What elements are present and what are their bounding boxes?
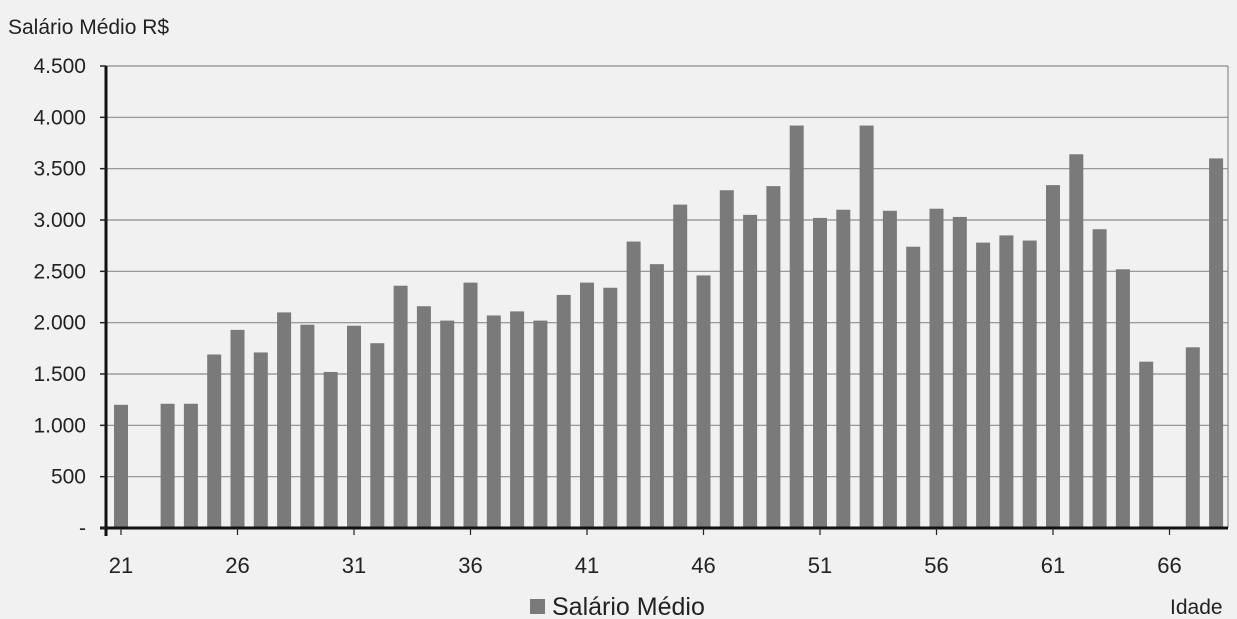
bar-age-41: [580, 282, 594, 528]
x-tick-label: 31: [342, 553, 366, 578]
axes: [100, 66, 1228, 536]
bar-age-27: [253, 352, 268, 528]
y-tick-label: 1.000: [33, 414, 86, 437]
bar-age-24: [183, 403, 198, 528]
y-tick-label: 1.500: [33, 363, 86, 386]
bar-age-56: [929, 208, 944, 528]
bar-age-35: [440, 320, 455, 528]
bar-age-55: [906, 246, 921, 528]
x-tick-label: 51: [808, 553, 832, 578]
bar-age-46: [696, 275, 711, 528]
legend-entry-label: Salário Médio: [552, 593, 705, 619]
bar-age-54: [882, 210, 897, 528]
x-tick-label: 56: [924, 553, 948, 578]
x-axis-title: Idade: [1170, 596, 1223, 619]
bars: [114, 125, 1224, 529]
x-tick-labels: 21 26 31 36 41 46 51 56 61 66: [109, 528, 1182, 578]
bar-age-21: [114, 404, 128, 528]
bar-age-53: [859, 125, 874, 529]
bar-age-45: [673, 204, 688, 528]
bar-age-48: [743, 214, 758, 528]
bar-age-26: [230, 329, 245, 528]
y-tick-label: 3.000: [33, 209, 86, 232]
bar-age-50: [789, 125, 804, 529]
bar-age-51: [813, 217, 827, 529]
y-tick-label: 2.000: [33, 312, 86, 335]
bar-age-36: [463, 282, 478, 528]
y-tick-label: -: [79, 517, 86, 540]
bar-age-42: [603, 287, 618, 528]
bar-age-32: [370, 343, 385, 528]
bar-age-40: [556, 294, 571, 528]
bar-age-29: [300, 324, 315, 528]
x-tick-label: 66: [1157, 553, 1181, 578]
bar-age-52: [836, 209, 851, 528]
bar-age-38: [510, 311, 525, 528]
legend-swatch: [530, 599, 545, 614]
y-tick-label: 500: [51, 466, 86, 489]
bar-age-28: [277, 312, 292, 528]
gridlines: [106, 65, 1229, 528]
bar-age-34: [416, 306, 431, 528]
y-tick-label: 4.000: [33, 106, 86, 129]
bar-age-58: [976, 242, 991, 528]
bar-age-64: [1115, 269, 1130, 528]
bar-age-30: [323, 371, 338, 528]
bar-age-60: [1022, 240, 1037, 529]
x-tick-label: 41: [575, 553, 599, 578]
bar-age-25: [207, 354, 222, 528]
bar-age-49: [766, 186, 781, 528]
bar-age-44: [649, 264, 664, 528]
x-tick-label: 26: [225, 553, 249, 578]
x-tick-label: 46: [691, 553, 715, 578]
legend: Salário Médio: [530, 593, 705, 619]
y-tick-label: 2.500: [33, 260, 86, 283]
y-tick-labels: - 500 1.000 1.500 2.000 2.500 3.000 3.500 4.000 4…: [33, 55, 106, 540]
bar-age-39: [533, 320, 548, 528]
bar-age-67: [1185, 347, 1200, 528]
bar-age-23: [160, 403, 175, 528]
bar-age-62: [1069, 154, 1084, 528]
x-tick-label: 21: [109, 553, 133, 578]
bar-age-65: [1139, 361, 1154, 528]
bar-age-47: [719, 190, 734, 528]
bar-age-59: [999, 235, 1014, 528]
bar-age-68: [1209, 158, 1224, 528]
bar-age-43: [626, 241, 641, 528]
bar-age-31: [347, 325, 361, 528]
y-tick-label: 4.500: [33, 55, 86, 78]
bar-age-63: [1092, 229, 1107, 529]
y-tick-label: 3.500: [33, 158, 86, 181]
bar-age-57: [952, 216, 967, 529]
y-axis-title: Salário Médio R$: [8, 16, 169, 39]
x-tick-label: 36: [458, 553, 482, 578]
bar-age-61: [1046, 185, 1060, 529]
bar-age-37: [486, 315, 501, 528]
x-tick-label: 61: [1041, 553, 1065, 578]
bar-age-33: [393, 285, 408, 528]
